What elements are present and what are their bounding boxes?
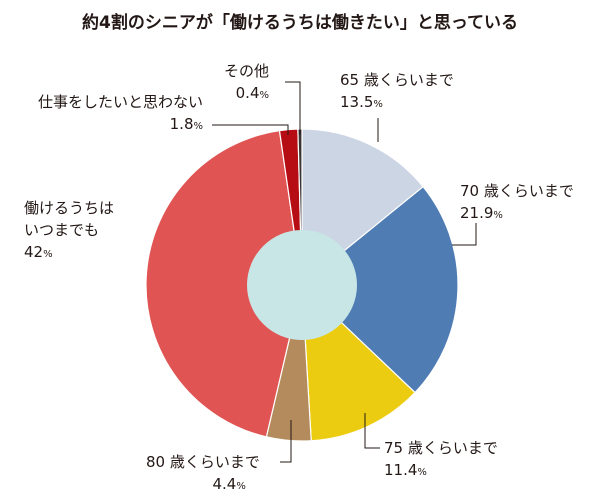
- label-70-name: 70 歳くらいまで: [460, 182, 574, 200]
- label-itsumademo-line2: いつまでも: [24, 221, 100, 239]
- label-itsumademo-line1: 働けるうちは: [24, 199, 115, 217]
- label-sonota-value: 0.4%: [235, 84, 270, 102]
- leader-line-sonota: [285, 81, 301, 135]
- label-75-value: 11.4%: [384, 461, 427, 479]
- slice-70: [301, 185, 459, 394]
- leader-line-70: [452, 223, 477, 246]
- leader-line-75: [364, 413, 380, 449]
- label-65-value: 13.5%: [340, 93, 383, 111]
- label-75: 75 歳くらいまで 11.4%: [384, 437, 498, 484]
- label-sonota-name: その他: [224, 62, 270, 80]
- leader-lines: [212, 81, 477, 463]
- chart-title: 約4割のシニアが「働けるうちは働きたい」と思っている: [82, 13, 518, 33]
- label-shigoto-value: 1.8%: [169, 115, 204, 133]
- label-80: 80 歳くらいまで 4.4%: [146, 451, 260, 498]
- leader-line-80: [280, 420, 292, 463]
- label-shigoto: 仕事をしたいと思わない 1.8%: [38, 91, 203, 138]
- label-70-value: 21.9%: [460, 204, 503, 222]
- label-65-name: 65 歳くらいまで: [340, 71, 454, 89]
- label-itsumademo-value: 42%: [24, 243, 53, 261]
- label-shigoto-name: 仕事をしたいと思わない: [38, 93, 204, 111]
- label-80-value: 4.4%: [212, 475, 246, 493]
- pie-slices: [145, 128, 459, 442]
- leader-line-shigoto: [212, 124, 289, 135]
- label-75-name: 75 歳くらいまで: [384, 439, 498, 457]
- label-itsumademo: 働けるうちは いつまでも 42%: [24, 197, 114, 266]
- label-sonota: その他 0.4%: [224, 60, 269, 107]
- label-70: 70 歳くらいまで 21.9%: [460, 180, 574, 227]
- label-65: 65 歳くらいまで 13.5%: [340, 69, 454, 116]
- label-80-name: 80 歳くらいまで: [146, 453, 260, 471]
- slice-itsumademo: [145, 129, 303, 438]
- donut-center: [247, 230, 357, 340]
